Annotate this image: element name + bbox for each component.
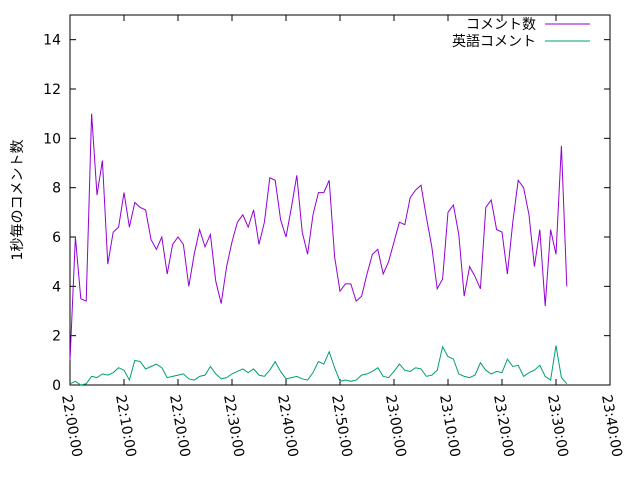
- series-line: [69, 345, 568, 386]
- y-tick-label: 12: [43, 82, 61, 98]
- y-axis-label: 1秒毎のコメント数: [10, 140, 26, 261]
- series-line: [69, 113, 568, 361]
- y-tick-label: 4: [52, 279, 61, 295]
- plot-border: [69, 14, 611, 386]
- y-tick-label: 10: [43, 131, 61, 147]
- legend-label: コメント数: [466, 17, 536, 33]
- y-tick-label: 14: [43, 33, 61, 49]
- y-tick-label: 6: [52, 230, 61, 246]
- y-tick-label: 0: [52, 378, 61, 394]
- y-tick-label: 8: [52, 181, 61, 197]
- legend-label: 英語コメント: [452, 33, 536, 50]
- y-tick-label: 2: [52, 329, 61, 345]
